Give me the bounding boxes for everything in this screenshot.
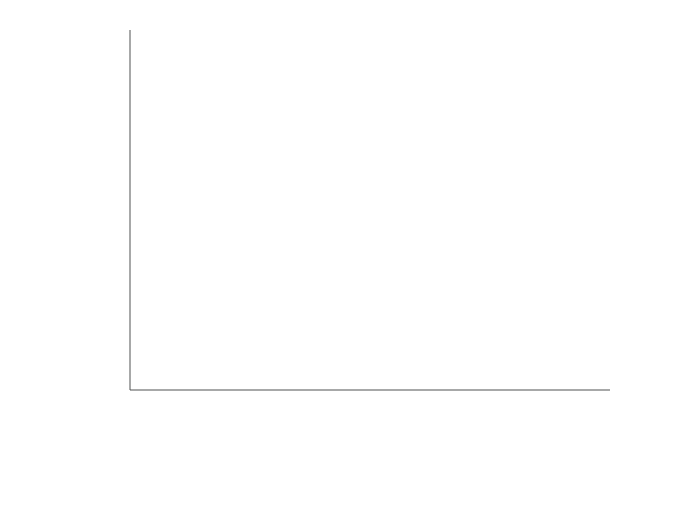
- chart-svg: [0, 0, 675, 529]
- chart-container: [0, 0, 675, 529]
- chart-bg: [0, 0, 675, 529]
